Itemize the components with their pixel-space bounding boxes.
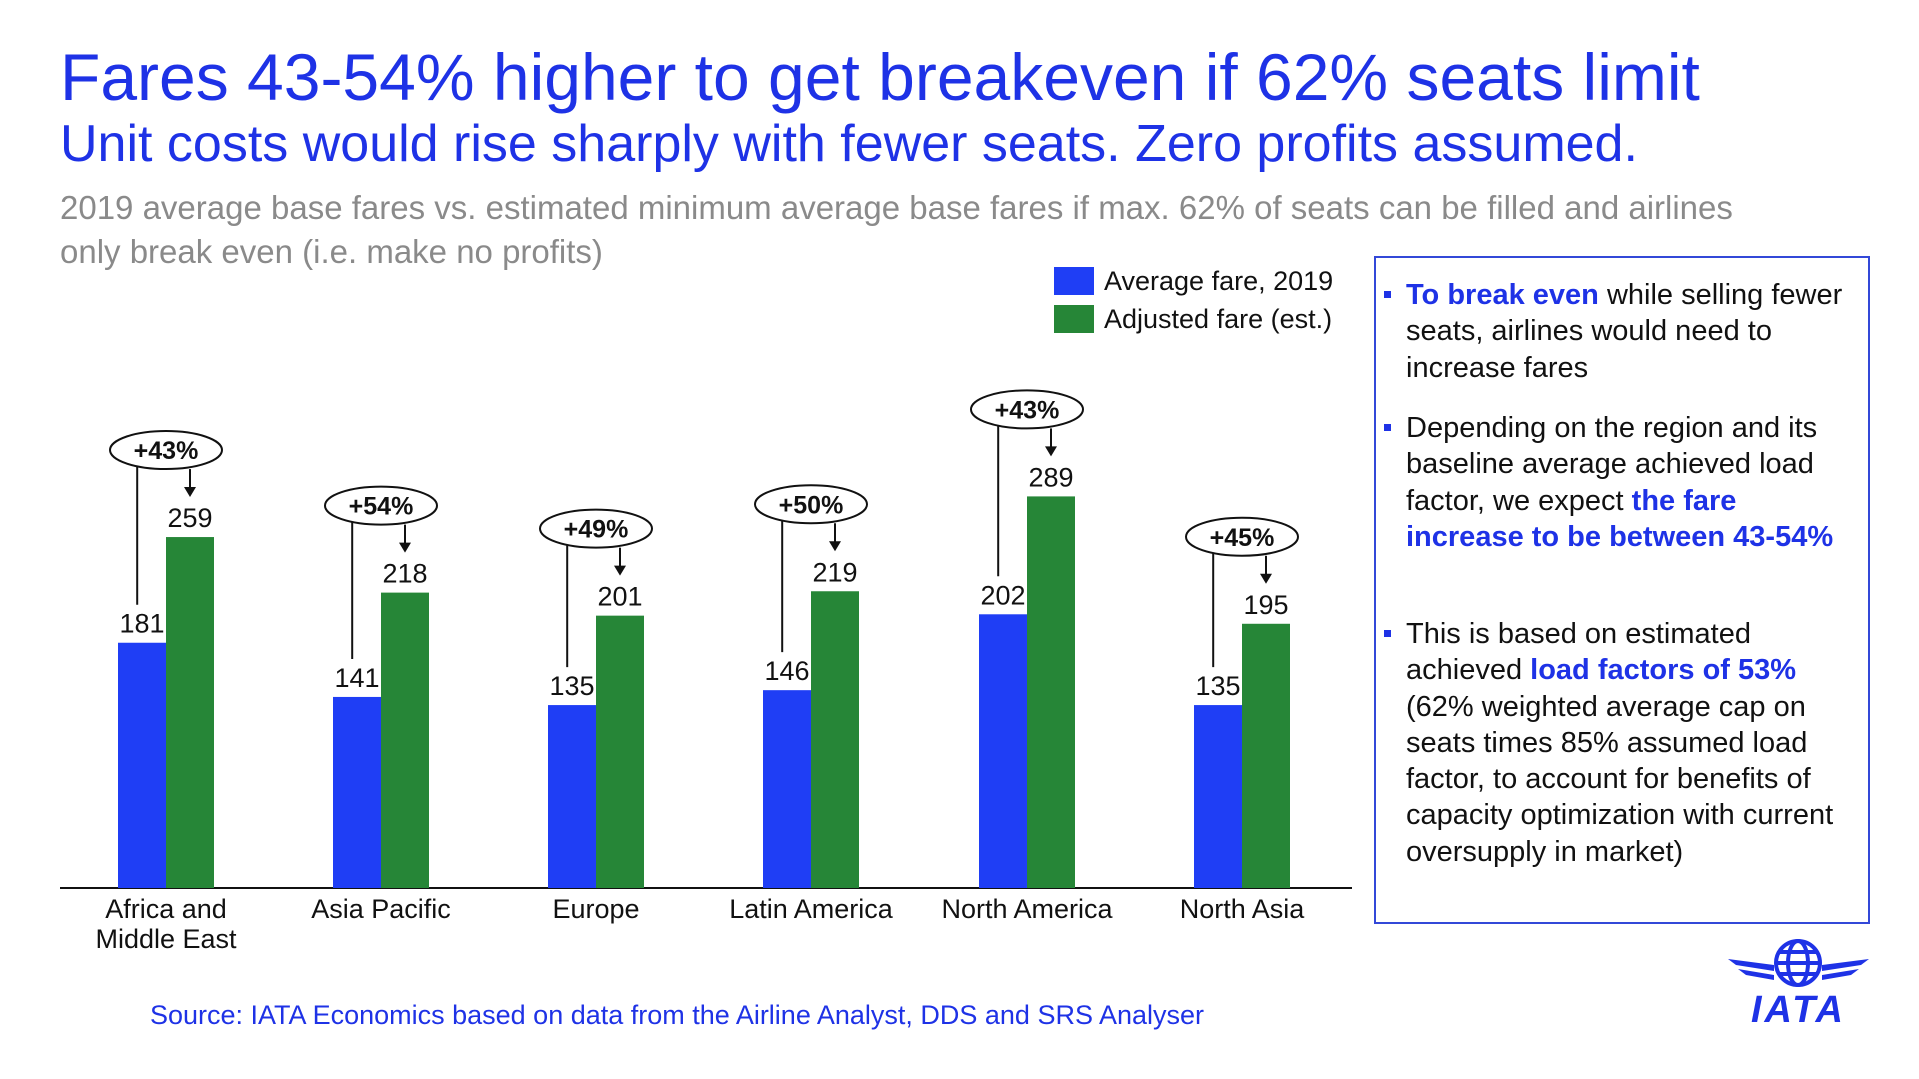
arrow-head [399, 542, 411, 553]
bar-adjusted-fare [1242, 623, 1290, 888]
bar-avg-fare [979, 614, 1027, 888]
chart-legend: Average fare, 2019 Adjusted fare (est.) [1054, 262, 1333, 338]
bar-adjusted-fare [166, 537, 214, 888]
category-label: Europe [552, 894, 639, 924]
data-label-adjusted-fare: 218 [382, 559, 427, 589]
category-label: North Asia [1180, 894, 1306, 924]
logo-text: IATA [1750, 989, 1846, 1031]
data-label-avg-fare: 135 [1195, 671, 1240, 701]
arrow-head [829, 541, 841, 552]
data-label-adjusted-fare: 259 [167, 503, 212, 533]
change-bubble [1185, 516, 1299, 557]
iata-logo: IATA [1726, 935, 1871, 1035]
category-label: Middle East [95, 924, 237, 954]
bar-adjusted-fare [381, 592, 429, 888]
arrow-head [1260, 573, 1272, 584]
category-label: North America [941, 894, 1113, 924]
bullet-breakeven-text: while selling fewer seats, airlines woul… [1406, 279, 1843, 384]
change-label: +50% [779, 491, 844, 519]
bullet-breakeven-highlight: To break even [1406, 279, 1599, 311]
data-label-avg-fare: 135 [549, 671, 594, 701]
key-points-panel: To break even while selling fewer seats,… [1374, 256, 1870, 924]
change-label: +49% [564, 516, 629, 544]
bar-avg-fare [763, 690, 811, 888]
page-subtitle: Unit costs would rise sharply with fewer… [60, 115, 1638, 173]
data-label-adjusted-fare: 201 [597, 582, 642, 612]
data-label-adjusted-fare: 195 [1243, 590, 1288, 620]
arrow-head [184, 487, 196, 498]
category-label: Asia Pacific [311, 894, 451, 924]
bullet-breakeven: To break even while selling fewer seats,… [1384, 277, 1846, 386]
change-bubble [539, 508, 653, 549]
bullet-fare-increase-highlight: the fare increase to be between 43-54% [1406, 484, 1834, 553]
legend-item-avg-fare: Average fare, 2019 [1054, 262, 1333, 300]
bar-adjusted-fare [596, 615, 644, 888]
bullet-fare-increase-text: Depending on the region and its baseline… [1406, 412, 1818, 517]
legend-swatch-avg-fare [1054, 267, 1094, 295]
legend-item-adjusted-fare: Adjusted fare (est.) [1054, 300, 1333, 338]
category-label: Latin America [729, 894, 894, 924]
chart-description: 2019 average base fares vs. estimated mi… [60, 189, 1733, 270]
data-label-avg-fare: 141 [334, 663, 379, 693]
data-label-avg-fare: 181 [119, 609, 164, 639]
category-label: Africa and [105, 894, 227, 924]
data-label-adjusted-fare: 219 [812, 557, 857, 587]
change-bubble [970, 389, 1084, 430]
change-label: +45% [1210, 524, 1275, 552]
change-bubble [754, 484, 868, 525]
change-label: +43% [134, 437, 199, 465]
legend-label-adjusted-fare: Adjusted fare (est.) [1104, 303, 1333, 334]
bullet-load-factor-detail: (62% weighted average cap on seats times… [1406, 690, 1834, 868]
bar-adjusted-fare [811, 591, 859, 888]
bar-avg-fare [333, 696, 381, 888]
page-title: Fares 43-54% higher to get breakeven if … [60, 40, 1700, 114]
data-label-adjusted-fare: 289 [1028, 462, 1073, 492]
bar-avg-fare [1194, 705, 1242, 888]
bar-avg-fare [548, 705, 596, 888]
bar-avg-fare [118, 642, 166, 888]
bullet-load-factor-highlight: load factors of 53% [1530, 654, 1797, 687]
bullet-load-factor-text: This is based on estimated achieved [1406, 618, 1751, 687]
change-label: +54% [349, 493, 414, 521]
change-bubble [324, 485, 438, 526]
arrow-head [1045, 446, 1057, 457]
globe-wings-icon [1728, 939, 1869, 987]
bullet-load-factor: This is based on estimated achieved load… [1384, 616, 1846, 870]
change-label: +43% [995, 396, 1060, 424]
bullet-fare-increase: Depending on the region and its baseline… [1384, 410, 1846, 555]
legend-swatch-adjusted-fare [1054, 305, 1094, 333]
arrow-head [614, 565, 626, 576]
bar-adjusted-fare [1027, 496, 1075, 888]
source-note: Source: IATA Economics based on data fro… [150, 1000, 1205, 1030]
data-label-avg-fare: 202 [980, 580, 1025, 610]
change-bubble [109, 430, 223, 471]
legend-label-avg-fare: Average fare, 2019 [1104, 265, 1334, 296]
data-label-avg-fare: 146 [764, 656, 809, 686]
